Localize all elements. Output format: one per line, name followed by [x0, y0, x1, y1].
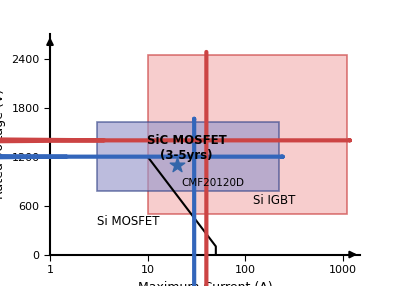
- FancyBboxPatch shape: [148, 55, 347, 214]
- Y-axis label: Rated Voltage (V): Rated Voltage (V): [0, 89, 6, 200]
- Text: SiC MOSFET
(3-5yrs): SiC MOSFET (3-5yrs): [146, 134, 226, 162]
- Text: Si MOSFET: Si MOSFET: [96, 214, 159, 228]
- Text: Si IGBT: Si IGBT: [254, 194, 296, 207]
- Text: CMF20120D: CMF20120D: [181, 178, 244, 188]
- Point: [174, 162, 180, 167]
- X-axis label: Maximum Current (A): Maximum Current (A): [138, 281, 272, 286]
- FancyBboxPatch shape: [96, 122, 279, 191]
